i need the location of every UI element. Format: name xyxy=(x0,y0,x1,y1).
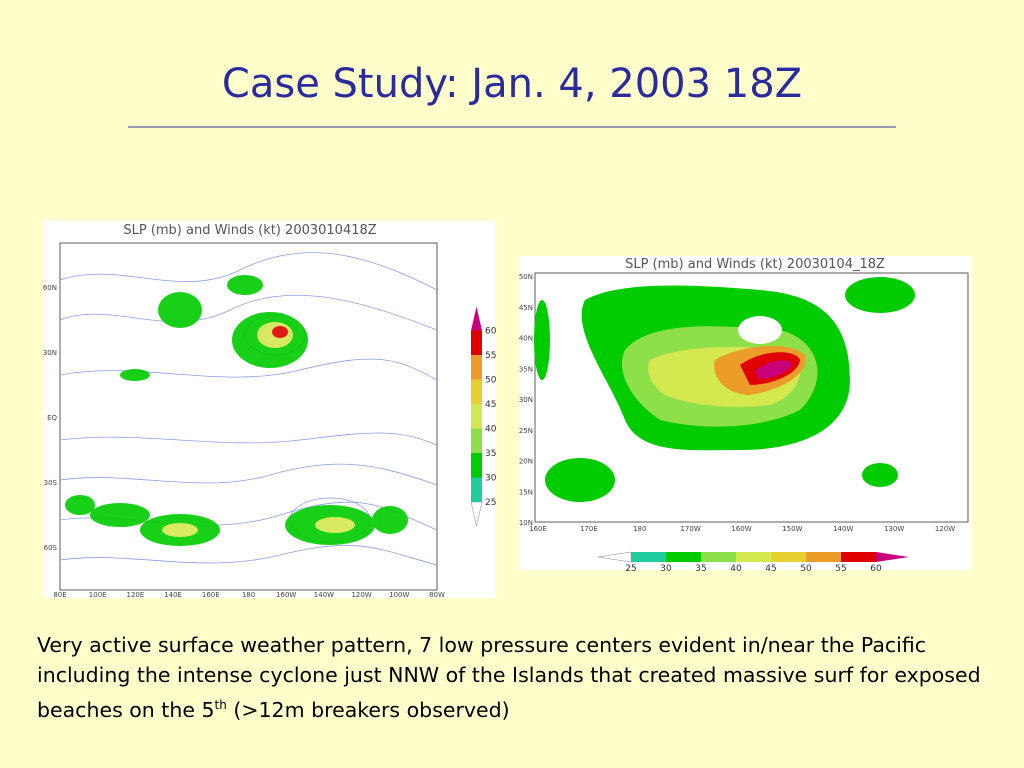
y-axis-label: 15N xyxy=(519,488,533,496)
x-axis-label: 140W xyxy=(314,591,334,599)
y-axis-label: 30S xyxy=(44,479,58,487)
colorbar-box xyxy=(471,404,482,429)
wind-shading xyxy=(534,277,915,502)
colorbar-box xyxy=(471,453,482,478)
x-axis-label: 120W xyxy=(935,525,955,533)
axis-labels: 160E 170E 180 170W 160W 150W 140W 130W 120W 50N 45… xyxy=(519,273,955,533)
colorbar-label: 40 xyxy=(485,425,497,435)
x-axis-label: 160E xyxy=(202,591,220,599)
x-axis-label: 120E xyxy=(127,591,145,599)
x-axis-label: 140E xyxy=(164,591,182,599)
x-axis-label: 130W xyxy=(884,525,904,533)
x-axis-label: 180 xyxy=(242,591,255,599)
y-axis-label: 30N xyxy=(43,349,57,357)
colorbar-box xyxy=(471,477,482,502)
x-axis-label: 170E xyxy=(580,525,598,533)
colorbar-label: 45 xyxy=(765,564,776,574)
colorbar-box xyxy=(471,379,482,404)
x-axis-label: 100E xyxy=(89,591,107,599)
body-text: Very active surface weather pattern, 7 l… xyxy=(37,630,997,725)
colorbar-box xyxy=(471,330,482,355)
x-axis-label: 160W xyxy=(276,591,296,599)
colorbar-label: 55 xyxy=(485,351,496,361)
plot-area xyxy=(59,242,438,591)
colorbar-box xyxy=(771,552,806,562)
y-axis-label: 20N xyxy=(519,458,533,466)
colorbar-box xyxy=(806,552,841,562)
colorbar-end xyxy=(876,552,909,562)
colorbar-label: 50 xyxy=(485,376,497,386)
y-axis-label: 30N xyxy=(519,396,533,404)
x-axis-label: 140W xyxy=(833,525,853,533)
colorbar: 25 30 35 40 45 50 55 60 xyxy=(470,306,497,527)
colorbar-label: 25 xyxy=(625,564,636,574)
colorbar-label: 55 xyxy=(835,564,846,574)
colorbar: 25 30 35 40 45 50 55 60 xyxy=(597,551,909,574)
y-axis-label: 45N xyxy=(519,304,533,312)
x-axis-label: 80W xyxy=(429,591,445,599)
colorbar-box xyxy=(841,552,876,562)
colorbar-end xyxy=(471,306,482,331)
x-axis-label: 180 xyxy=(633,525,646,533)
x-axis-label: 170W xyxy=(680,525,700,533)
axis-labels: 80E 100E 120E 140E 160E 180 160W 140W 120W 100W 80… xyxy=(43,284,445,599)
y-axis-label: 50N xyxy=(519,273,533,281)
map-right: SLP (mb) and Winds (kt) 20030104_18Z 160… xyxy=(519,256,972,574)
colorbar-label: 35 xyxy=(695,564,706,574)
colorbar-box xyxy=(471,428,482,453)
colorbar-box xyxy=(701,552,736,562)
x-axis-label: 150W xyxy=(782,525,802,533)
body-main: Very active surface weather pattern, 7 l… xyxy=(37,633,981,722)
colorbar-label: 60 xyxy=(870,564,882,574)
y-axis-label: 35N xyxy=(519,365,533,373)
y-axis-label: 25N xyxy=(519,427,533,435)
colorbar-box xyxy=(471,355,482,380)
y-axis-label: EQ xyxy=(47,414,57,422)
body-tail: (>12m breakers observed) xyxy=(226,697,510,722)
y-axis-label: 60N xyxy=(43,284,57,292)
y-axis-label: 10N xyxy=(519,519,533,527)
x-axis-label: 80E xyxy=(53,591,66,599)
wind-shading xyxy=(65,275,408,546)
colorbar-label: 50 xyxy=(800,564,812,574)
slide-title: Case Study: Jan. 4, 2003 18Z xyxy=(222,61,802,107)
colorbar-box xyxy=(631,552,666,562)
map-title: SLP (mb) and Winds (kt) 2003010418Z xyxy=(123,223,376,238)
colorbar-box xyxy=(736,552,771,562)
colorbar-label: 30 xyxy=(485,474,497,484)
colorbar-label: 45 xyxy=(485,400,496,410)
y-axis-label: 60S xyxy=(44,544,58,552)
x-axis-label: 160E xyxy=(529,525,547,533)
colorbar-label: 40 xyxy=(730,564,742,574)
y-axis-label: 40N xyxy=(519,335,533,343)
x-axis-label: 120W xyxy=(351,591,371,599)
map-left: SLP (mb) and Winds (kt) 2003010418Z xyxy=(43,220,497,599)
body-superscript: th xyxy=(214,698,227,712)
x-axis-label: 160W xyxy=(731,525,751,533)
colorbar-label: 35 xyxy=(485,449,496,459)
colorbar-label: 30 xyxy=(660,564,672,574)
map-title: SLP (mb) and Winds (kt) 20030104_18Z xyxy=(625,257,885,272)
colorbar-label: 25 xyxy=(485,498,496,508)
colorbar-box xyxy=(666,552,701,562)
colorbar-label: 60 xyxy=(485,327,497,337)
x-axis-label: 100W xyxy=(389,591,409,599)
